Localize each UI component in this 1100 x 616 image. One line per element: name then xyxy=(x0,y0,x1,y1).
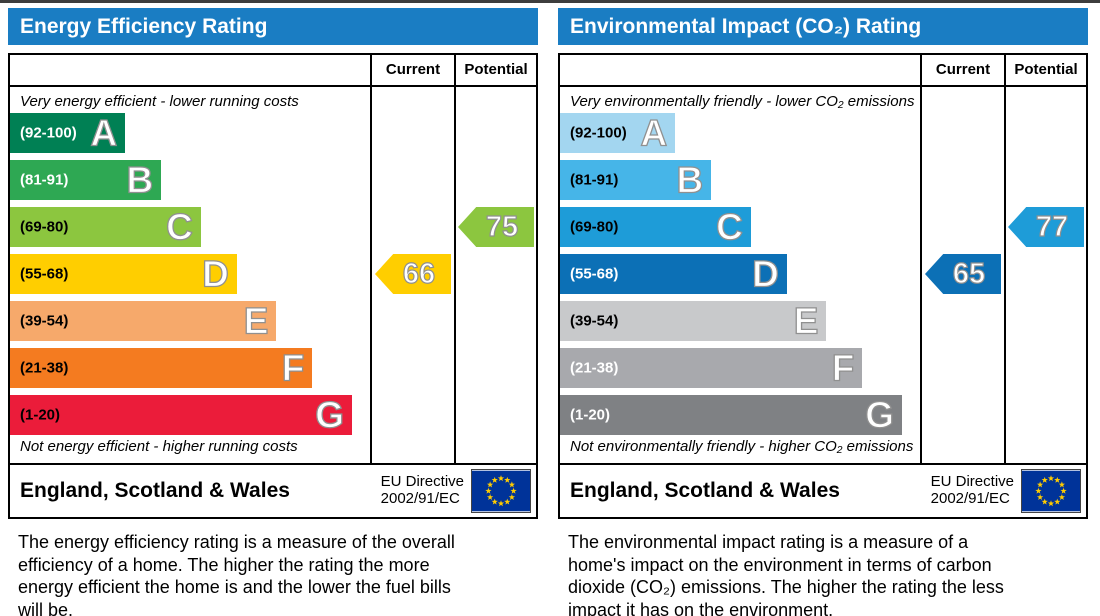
table-body-row: Very energy efficient - lower running co… xyxy=(10,87,536,463)
band-range-label: (92-100) xyxy=(20,124,77,142)
band-row-d: (55-68) D xyxy=(560,254,787,294)
energy-efficiency-panel: Energy Efficiency Rating Current Potenti… xyxy=(8,8,538,616)
bottom-caption: Not energy efficient - higher running co… xyxy=(20,438,298,455)
band-row-f: (21-38) F xyxy=(560,347,863,389)
band-row-g: (1-20) G xyxy=(10,395,352,435)
band-range-label: (21-38) xyxy=(20,359,69,377)
current-rating-cell: 65 xyxy=(920,87,1004,463)
table-header-row: Current Potential xyxy=(10,55,536,87)
eu-directive-label: EU Directive 2002/91/EC xyxy=(930,473,1014,508)
column-header-current: Current xyxy=(920,55,1004,85)
band-row-e: (39-54) E xyxy=(560,300,827,342)
rating-table: Current Potential Very energy efficient … xyxy=(8,53,538,519)
band-row-b: (81-91) B xyxy=(560,159,712,201)
band-letter: F xyxy=(281,347,305,389)
top-caption: Very energy efficient - lower running co… xyxy=(20,93,299,110)
potential-rating-value: 77 xyxy=(1035,210,1069,243)
band-row-c: (69-80) C xyxy=(10,207,201,247)
band-row-a: (92-100) A xyxy=(560,112,676,154)
region-label: England, Scotland & Wales xyxy=(20,479,290,502)
band-range-label: (21-38) xyxy=(570,359,619,377)
band-range-label: (92-100) xyxy=(570,124,627,142)
header-spacer xyxy=(560,55,920,85)
potential-rating-arrow: 75 xyxy=(458,207,534,247)
environmental-impact-panel: Environmental Impact (CO₂) Rating Curren… xyxy=(558,8,1088,616)
region-label: England, Scotland & Wales xyxy=(570,479,840,502)
band-letter: F xyxy=(831,347,855,389)
bottom-caption: Not environmentally friendly - higher CO… xyxy=(570,438,914,455)
table-body-row: Very environmentally friendly - lower CO… xyxy=(560,87,1086,463)
current-rating-cell: 66 xyxy=(370,87,454,463)
table-header-row: Current Potential xyxy=(560,55,1086,87)
column-header-potential: Potential xyxy=(454,55,536,85)
band-range-label: (69-80) xyxy=(20,218,69,236)
band-letter: D xyxy=(751,253,779,295)
band-letter: G xyxy=(315,394,345,436)
table-footer-row: England, Scotland & Wales EU Directive 2… xyxy=(10,463,536,517)
current-rating-arrow: 66 xyxy=(375,254,451,294)
band-range-label: (69-80) xyxy=(570,218,619,236)
band-row-g: (1-20) G xyxy=(560,395,902,435)
column-header-potential: Potential xyxy=(1004,55,1086,85)
potential-rating-cell: 75 xyxy=(454,87,536,463)
band-range-label: (39-54) xyxy=(20,312,69,330)
panel-title: Energy Efficiency Rating xyxy=(8,8,538,45)
rating-table: Current Potential Very environmentally f… xyxy=(558,53,1088,519)
band-row-f: (21-38) F xyxy=(10,347,313,389)
table-footer-row: England, Scotland & Wales EU Directive 2… xyxy=(560,463,1086,517)
band-row-b: (81-91) B xyxy=(10,159,162,201)
eu-directive-line2: 2002/91/EC xyxy=(930,490,1010,507)
top-caption: Very environmentally friendly - lower CO… xyxy=(570,93,915,110)
band-range-label: (1-20) xyxy=(570,406,611,424)
band-range-label: (1-20) xyxy=(20,406,61,424)
page-top-border xyxy=(0,0,1100,3)
band-chart-area: Very environmentally friendly - lower CO… xyxy=(560,87,920,463)
description-text: The energy efficiency rating is a measur… xyxy=(18,532,455,616)
band-range-label: (39-54) xyxy=(570,312,619,330)
current-rating-arrow: 65 xyxy=(925,254,1001,294)
eu-directive-line2: 2002/91/EC xyxy=(380,490,460,507)
band-letter: G xyxy=(865,394,895,436)
band-range-label: (55-68) xyxy=(570,265,619,283)
column-header-current: Current xyxy=(370,55,454,85)
potential-rating-value: 75 xyxy=(485,210,519,243)
band-range-label: (81-91) xyxy=(20,171,69,189)
eu-directive-label: EU Directive 2002/91/EC xyxy=(380,473,464,508)
potential-rating-arrow: 77 xyxy=(1008,207,1084,247)
eu-flag-icon xyxy=(471,469,531,513)
band-letter: B xyxy=(676,159,704,201)
eu-directive-line1: EU Directive xyxy=(930,473,1014,491)
band-row-c: (69-80) C xyxy=(560,207,751,247)
band-row-a: (92-100) A xyxy=(10,112,126,154)
current-rating-value: 66 xyxy=(402,257,436,290)
panel-title: Environmental Impact (CO₂) Rating xyxy=(558,8,1088,45)
band-letter: C xyxy=(715,206,743,248)
band-row-d: (55-68) D xyxy=(10,254,237,294)
band-letter: B xyxy=(126,159,154,201)
current-rating-value: 65 xyxy=(952,257,986,290)
band-letter: A xyxy=(640,112,668,154)
band-range-label: (55-68) xyxy=(20,265,69,283)
eu-flag-icon xyxy=(1021,469,1081,513)
band-range-label: (81-91) xyxy=(570,171,619,189)
band-letter: E xyxy=(243,300,269,342)
header-spacer xyxy=(10,55,370,85)
description-text: The environmental impact rating is a mea… xyxy=(568,532,1004,616)
eu-directive-line1: EU Directive xyxy=(380,473,464,491)
band-letter: C xyxy=(165,206,193,248)
band-chart-area: Very energy efficient - lower running co… xyxy=(10,87,370,463)
band-row-e: (39-54) E xyxy=(10,300,277,342)
potential-rating-cell: 77 xyxy=(1004,87,1086,463)
band-letter: A xyxy=(90,112,118,154)
band-letter: E xyxy=(793,300,819,342)
band-letter: D xyxy=(201,253,229,295)
